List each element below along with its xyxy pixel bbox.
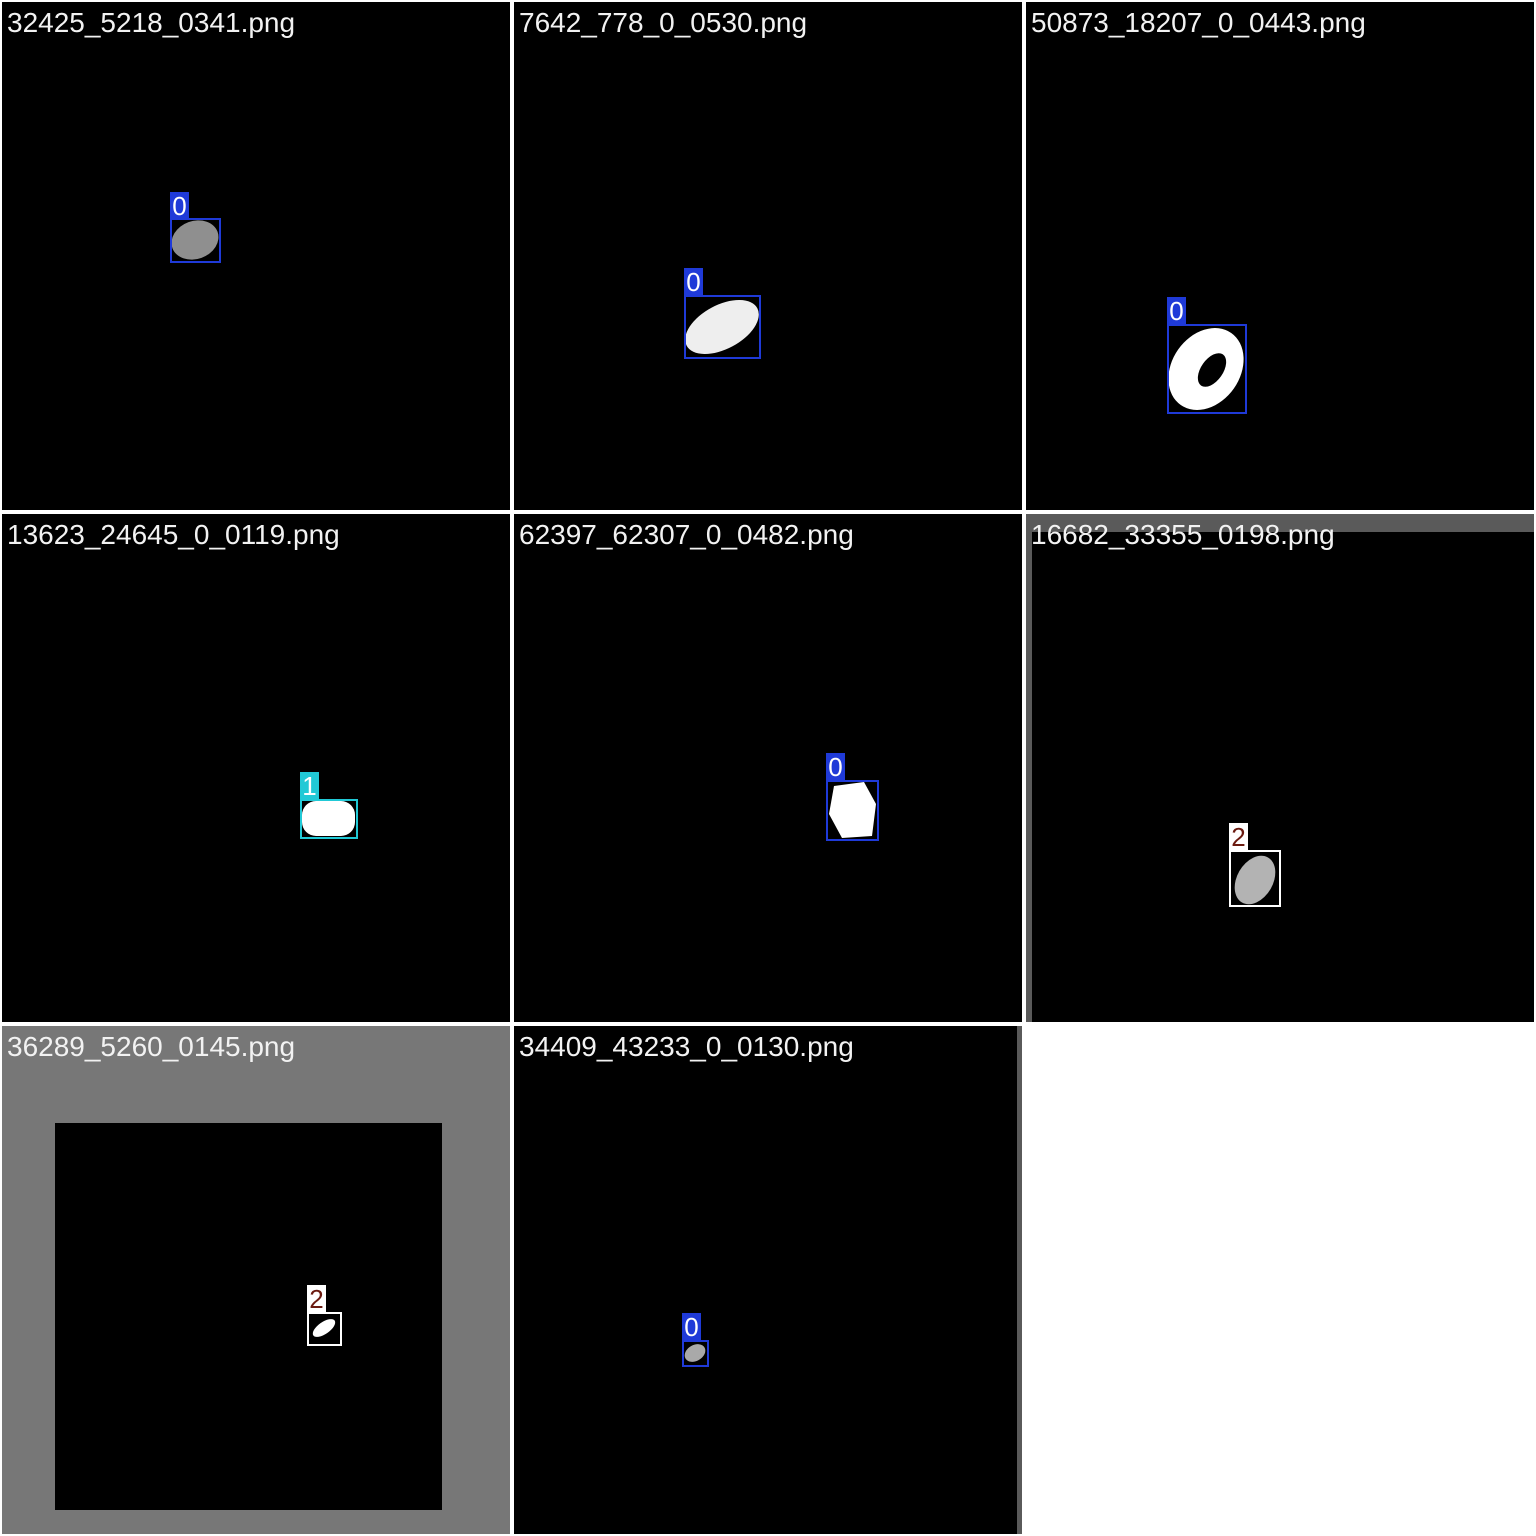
tile-filename: 32425_5218_0341.png — [7, 7, 296, 38]
tile-image — [312, 1319, 336, 1337]
image-tile[interactable]: 0 32425_5218_0341.png — [2, 2, 510, 510]
class-label: 0 — [1167, 297, 1186, 325]
tile-image — [171, 220, 219, 260]
tile-image — [302, 801, 355, 836]
image-tile[interactable]: 2 36289_5260_0145.png — [2, 1026, 510, 1534]
tile-filename: 62397_62307_0_0482.png — [519, 519, 854, 550]
image-content-area — [1032, 532, 1534, 1022]
tile-filename: 36289_5260_0145.png — [7, 1031, 296, 1062]
image-content-area — [55, 1123, 442, 1510]
bounding-box — [826, 780, 879, 841]
tile-filename: 16682_33355_0198.png — [1031, 519, 1335, 550]
bounding-box — [1229, 850, 1281, 907]
image-tile[interactable]: 0 50873_18207_0_0443.png — [1026, 2, 1534, 510]
bounding-box — [684, 295, 761, 359]
tile-image — [1168, 328, 1244, 410]
class-label: 0 — [170, 192, 189, 220]
class-label: 0 — [684, 268, 703, 296]
bounding-box — [307, 1312, 342, 1346]
bounding-box — [682, 1340, 709, 1367]
tile-filename: 34409_43233_0_0130.png — [519, 1031, 854, 1062]
image-tile[interactable]: 1 13623_24645_0_0119.png — [2, 514, 510, 1022]
class-label: 0 — [826, 753, 845, 781]
class-label: 1 — [300, 772, 319, 800]
class-label: 0 — [682, 1313, 701, 1341]
image-tile[interactable]: 2 16682_33355_0198.png — [1026, 514, 1534, 1022]
class-label: 2 — [307, 1285, 326, 1313]
tile-filename: 7642_778_0_0530.png — [519, 7, 808, 38]
class-label: 2 — [1229, 823, 1248, 851]
image-tile[interactable]: 0 7642_778_0_0530.png — [514, 2, 1022, 510]
bounding-box — [1167, 324, 1247, 414]
tile-image — [829, 782, 876, 838]
tile-filename: 50873_18207_0_0443.png — [1031, 7, 1366, 38]
tile-filename: 13623_24645_0_0119.png — [7, 519, 340, 550]
tile-image — [1234, 855, 1276, 905]
image-tile[interactable]: 0 34409_43233_0_0130.png — [514, 1026, 1022, 1534]
empty-grid-cell — [1026, 1026, 1534, 1534]
tile-image — [685, 299, 759, 355]
tile-image — [684, 1344, 706, 1362]
tile-edge-strip — [1017, 1026, 1022, 1534]
bounding-box — [170, 218, 221, 263]
bounding-box — [300, 799, 358, 839]
image-tile[interactable]: 0 62397_62307_0_0482.png — [514, 514, 1022, 1022]
